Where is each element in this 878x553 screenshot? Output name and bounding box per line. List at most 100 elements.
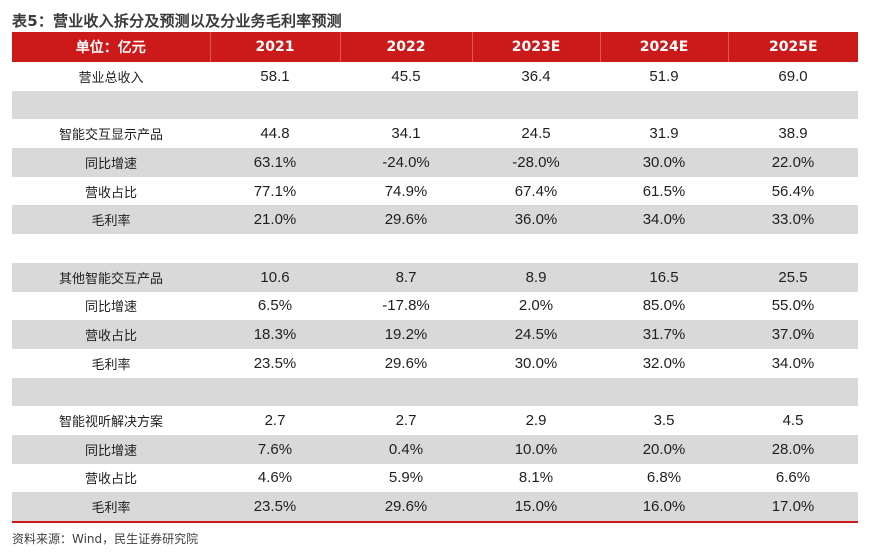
table-row: 毛利率 23.5% 29.6% 30.0% 32.0% 34.0% bbox=[12, 349, 858, 378]
cell bbox=[600, 90, 728, 120]
cell: 4.5 bbox=[782, 412, 804, 430]
row-label: 同比增速 bbox=[12, 148, 210, 177]
cell: 6.8% bbox=[646, 469, 682, 487]
cell bbox=[472, 377, 600, 407]
cell: 2.7 bbox=[395, 412, 417, 430]
table-row: 营收占比 4.6% 5.9% 8.1% 6.8% 6.6% bbox=[12, 464, 858, 493]
cell: 31.7% bbox=[600, 320, 728, 349]
cell: 8.9 bbox=[472, 262, 600, 292]
table-title: 表5：营业收入拆分及预测以及分业务毛利率预测 bbox=[12, 12, 342, 30]
cell: 2.0% bbox=[518, 297, 554, 315]
cell: 56.4% bbox=[771, 182, 815, 200]
cell: 67.4% bbox=[514, 182, 558, 200]
cell: 5.9% bbox=[388, 469, 424, 487]
cell bbox=[210, 90, 340, 120]
row-label bbox=[12, 377, 210, 407]
cell: 10.6 bbox=[210, 262, 340, 292]
header-2024e: 2024E bbox=[599, 32, 728, 62]
table-row-spacer bbox=[12, 234, 858, 263]
cell: 2.9 bbox=[525, 412, 547, 430]
row-label: 毛利率 bbox=[12, 492, 210, 523]
cell: 61.5% bbox=[642, 182, 686, 200]
cell bbox=[728, 90, 858, 120]
cell: 44.8 bbox=[260, 125, 290, 143]
header-2025e: 2025E bbox=[727, 32, 858, 62]
cell: 29.6% bbox=[340, 492, 472, 523]
row-label: 营收占比 bbox=[84, 185, 137, 201]
header-2022: 2022 bbox=[339, 32, 472, 62]
table-row: 营收占比 77.1% 74.9% 67.4% 61.5% 56.4% bbox=[12, 177, 858, 206]
table-row: 同比增速 7.6% 0.4% 10.0% 20.0% 28.0% bbox=[12, 434, 858, 464]
cell: 55.0% bbox=[771, 297, 815, 315]
cell: 31.9 bbox=[649, 125, 679, 143]
cell: -28.0% bbox=[472, 148, 600, 177]
table-row: 智能视听解决方案 2.7 2.7 2.9 3.5 4.5 bbox=[12, 406, 858, 435]
cell: 25.5 bbox=[728, 262, 858, 292]
header-unit: 单位：亿元 bbox=[12, 32, 210, 62]
cell bbox=[472, 234, 600, 263]
cell: 10.0% bbox=[472, 434, 600, 464]
row-label: 毛利率 bbox=[91, 357, 131, 373]
cell: 16.0% bbox=[600, 492, 728, 523]
cell bbox=[340, 377, 472, 407]
header-2023e: 2023E bbox=[471, 32, 600, 62]
cell: 23.5% bbox=[253, 354, 297, 372]
cell: 16.5 bbox=[600, 262, 728, 292]
cell: 74.9% bbox=[384, 182, 428, 200]
row-label: 同比增速 bbox=[84, 300, 137, 316]
cell bbox=[600, 377, 728, 407]
cell: -24.0% bbox=[340, 148, 472, 177]
cell: 4.6% bbox=[257, 469, 293, 487]
cell: 30.0% bbox=[600, 148, 728, 177]
cell: 29.6% bbox=[384, 354, 428, 372]
cell: 38.9 bbox=[778, 125, 808, 143]
cell bbox=[340, 234, 472, 263]
cell: 21.0% bbox=[210, 205, 340, 235]
cell: 0.4% bbox=[340, 434, 472, 464]
cell: 58.1 bbox=[260, 67, 290, 85]
cell: 36.4 bbox=[521, 67, 551, 85]
cell: 33.0% bbox=[728, 205, 858, 235]
header-2021: 2021 bbox=[209, 32, 340, 62]
table-row: 同比增速 6.5% -17.8% 2.0% 85.0% 55.0% bbox=[12, 292, 858, 321]
cell bbox=[472, 90, 600, 120]
table-row: 营业总收入 58.1 45.5 36.4 51.9 69.0 bbox=[12, 62, 858, 91]
cell: 34.0% bbox=[771, 354, 815, 372]
row-label: 营业总收入 bbox=[78, 70, 144, 86]
cell: 32.0% bbox=[642, 354, 686, 372]
cell: 28.0% bbox=[728, 434, 858, 464]
table-row: 同比增速 63.1% -24.0% -28.0% 30.0% 22.0% bbox=[12, 148, 858, 177]
cell: 36.0% bbox=[472, 205, 600, 235]
row-label: 毛利率 bbox=[12, 205, 210, 235]
source-note: 资料来源：Wind，民生证券研究院 bbox=[12, 532, 199, 546]
cell: 45.5 bbox=[391, 67, 421, 85]
cell: 6.5% bbox=[257, 297, 293, 315]
cell: 6.6% bbox=[775, 469, 811, 487]
row-label: 同比增速 bbox=[12, 434, 210, 464]
cell: 18.3% bbox=[210, 320, 340, 349]
cell: 7.6% bbox=[210, 434, 340, 464]
cell: 34.0% bbox=[600, 205, 728, 235]
cell: 3.5 bbox=[653, 412, 675, 430]
row-label: 智能视听解决方案 bbox=[58, 415, 163, 431]
row-label bbox=[12, 234, 210, 263]
cell: 24.5 bbox=[521, 125, 551, 143]
table-header-row: 单位：亿元 2021 2022 2023E 2024E 2025E bbox=[12, 32, 858, 62]
table-row: 毛利率 21.0% 29.6% 36.0% 34.0% 33.0% bbox=[12, 205, 858, 235]
table-row: 智能交互显示产品 44.8 34.1 24.5 31.9 38.9 bbox=[12, 119, 858, 148]
cell: 23.5% bbox=[210, 492, 340, 523]
row-label: 智能交互显示产品 bbox=[58, 128, 163, 144]
cell bbox=[728, 234, 858, 263]
cell: 37.0% bbox=[728, 320, 858, 349]
cell: 29.6% bbox=[340, 205, 472, 235]
cell: 8.7 bbox=[340, 262, 472, 292]
row-label: 营收占比 bbox=[12, 320, 210, 349]
table-row: 毛利率 23.5% 29.6% 15.0% 16.0% 17.0% bbox=[12, 492, 858, 523]
cell bbox=[340, 90, 472, 120]
cell: 2.7 bbox=[264, 412, 286, 430]
forecast-table: 单位：亿元 2021 2022 2023E 2024E 2025E 营业总收入 … bbox=[12, 32, 858, 523]
table-row-spacer bbox=[12, 90, 858, 120]
row-label: 营收占比 bbox=[84, 472, 137, 488]
cell: 63.1% bbox=[210, 148, 340, 177]
cell: 22.0% bbox=[728, 148, 858, 177]
